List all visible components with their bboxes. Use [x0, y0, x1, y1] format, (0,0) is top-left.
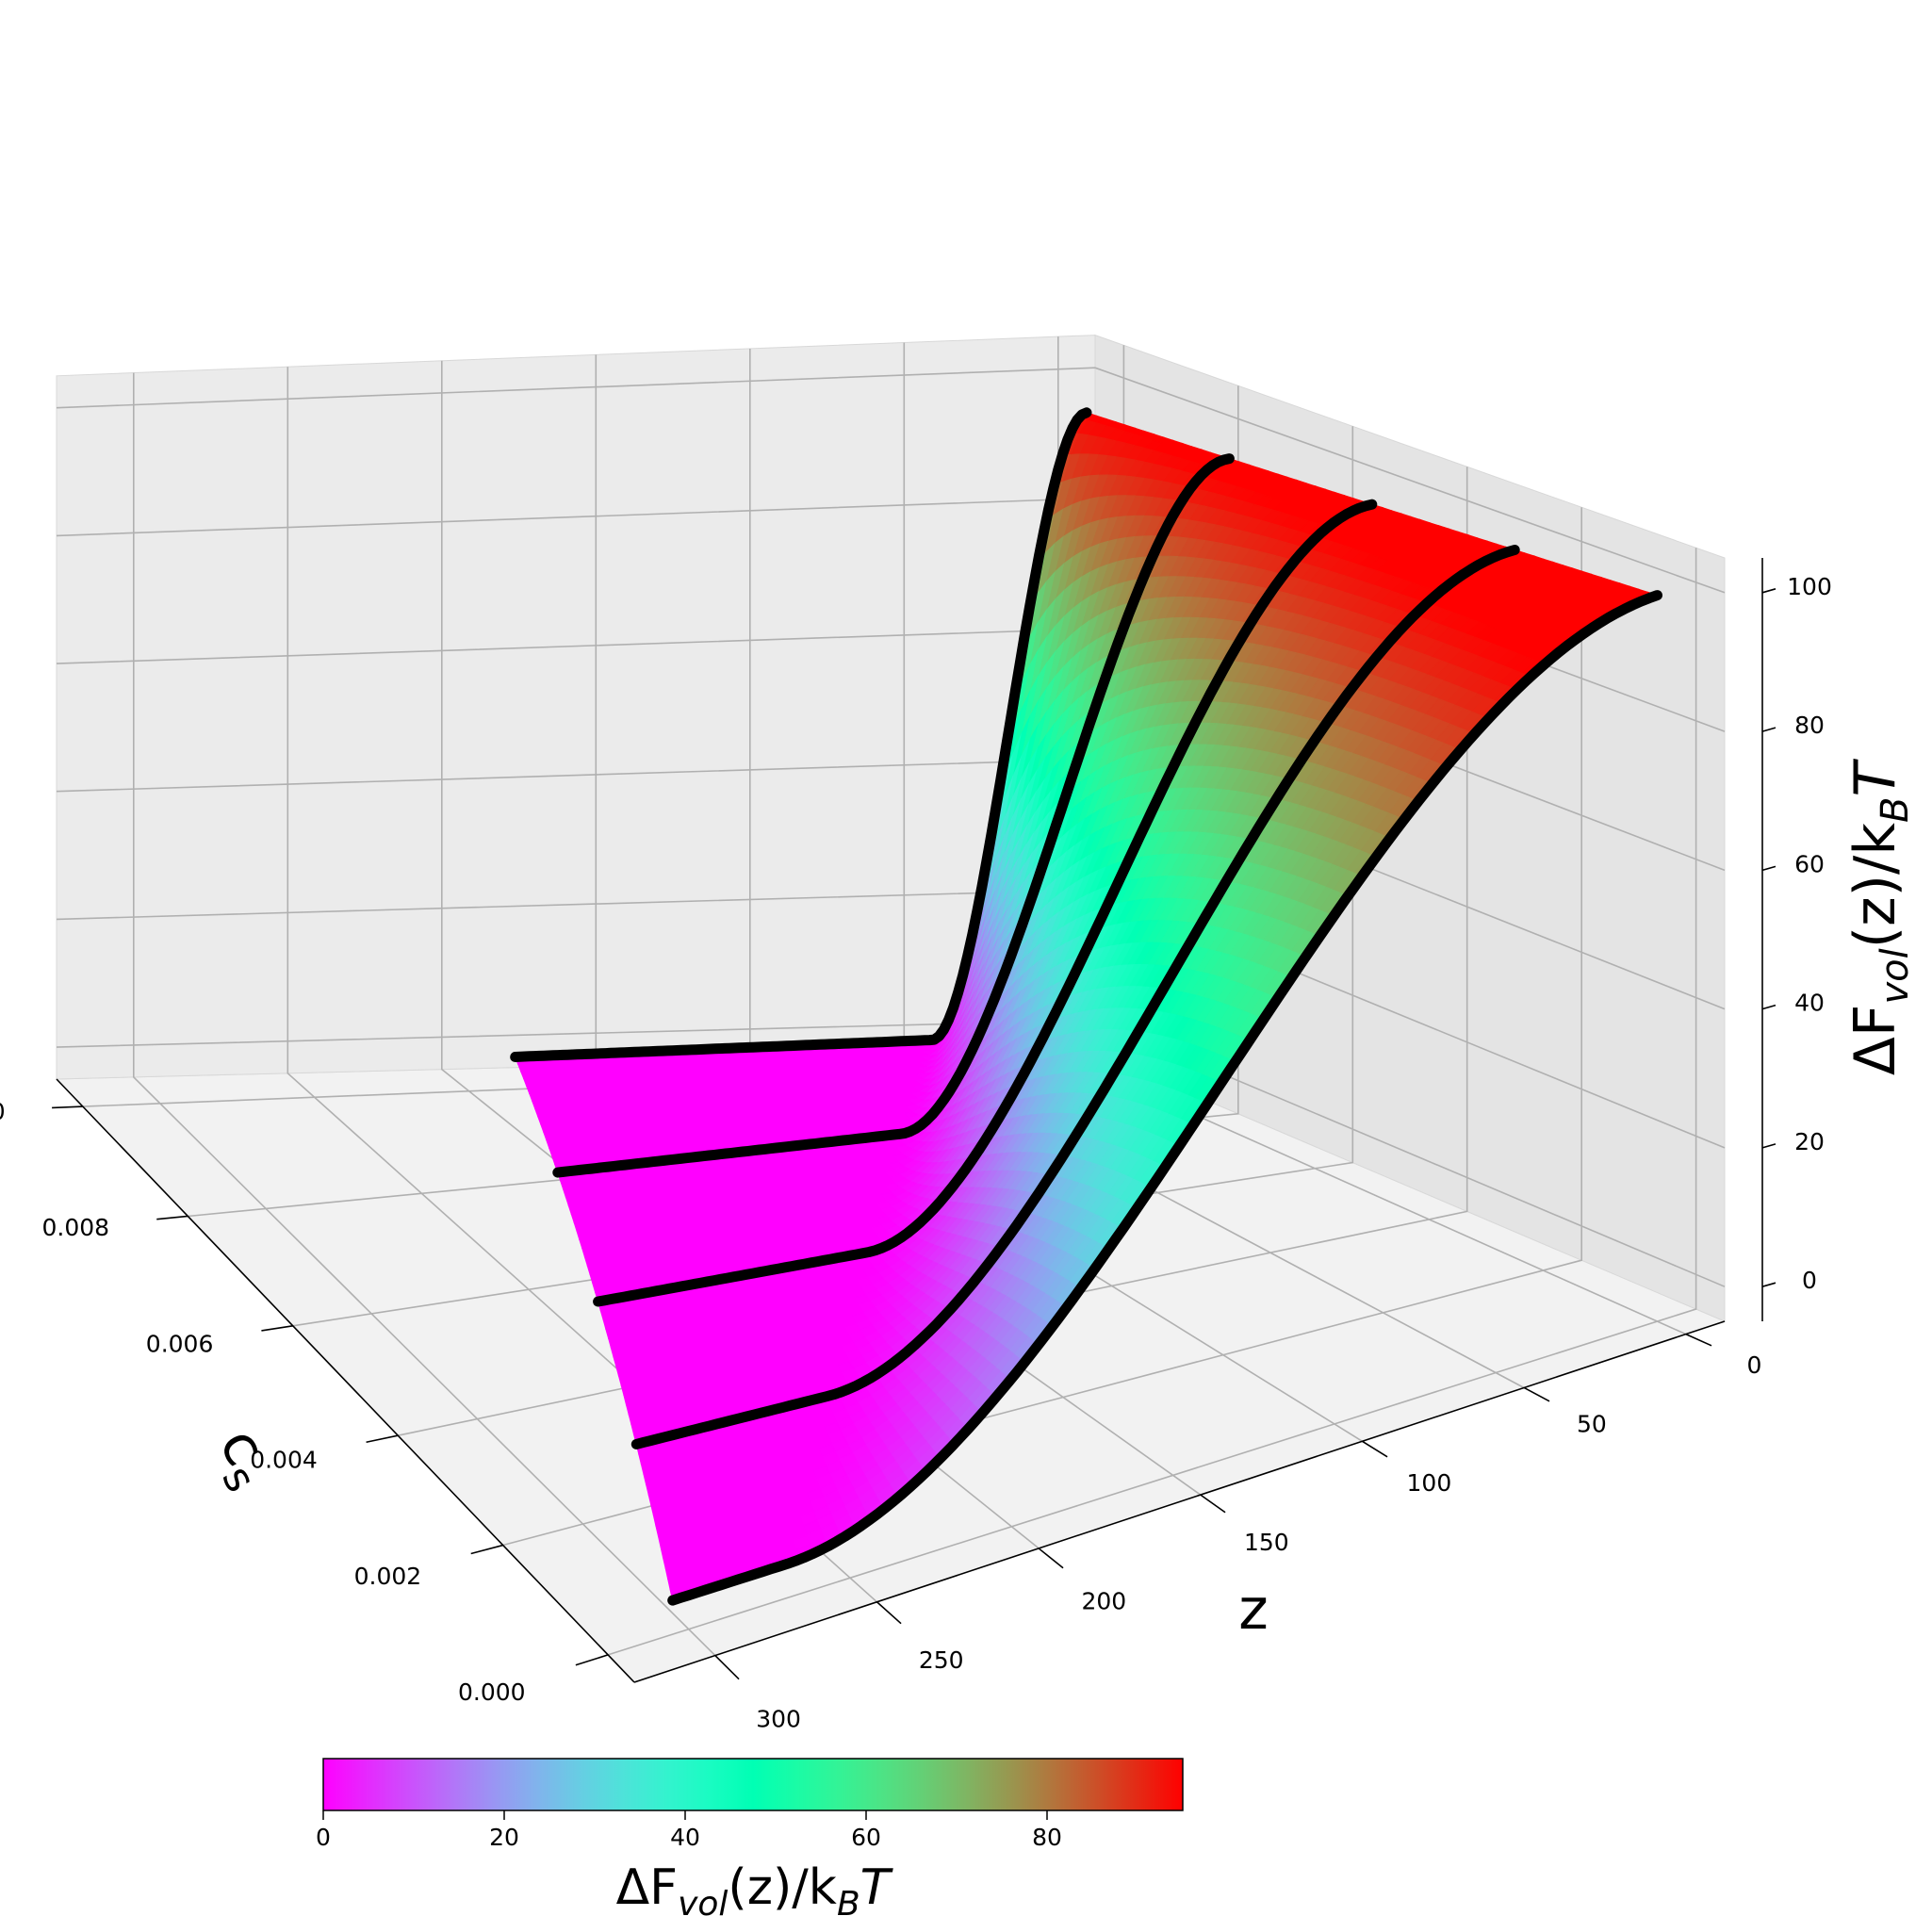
- z-tick: [1523, 1386, 1550, 1402]
- z-tick-label: 50: [1577, 1411, 1607, 1438]
- colorbar-bar: [322, 1758, 1184, 1811]
- cs-tick-label: 0.006: [146, 1330, 214, 1357]
- f-tick-label: 20: [1794, 1128, 1825, 1155]
- back-left-pane: [56, 335, 1096, 1080]
- cs-tick: [52, 1105, 83, 1109]
- f-tick: [1761, 1282, 1776, 1287]
- colorbar-tick-label: 40: [670, 1824, 700, 1851]
- f-tick-label: 80: [1794, 712, 1825, 739]
- cs-tick-label: 0.008: [42, 1214, 110, 1241]
- f-tick-label: 60: [1794, 850, 1825, 877]
- colorbar: 0 20 40 60 80 ΔFvol(z)/kBT: [316, 1758, 1184, 1916]
- f-tick: [1761, 1143, 1776, 1149]
- cs-tick: [261, 1325, 293, 1332]
- z-axis-title: z: [1238, 1577, 1269, 1643]
- z-tick: [1685, 1333, 1712, 1347]
- colorbar-tick-label: 0: [316, 1824, 331, 1851]
- cs-grid-line: [607, 548, 1697, 1656]
- surface: [514, 412, 1660, 1601]
- cs-tick: [366, 1434, 399, 1444]
- cs-tick-label: 0.000: [458, 1679, 526, 1706]
- colorbar-ticks: 0 20 40 60 80: [316, 1810, 1062, 1851]
- colorbar-tick-label: 80: [1032, 1824, 1062, 1851]
- f-tick: [1761, 1004, 1776, 1010]
- f-tick: [1761, 588, 1776, 594]
- z-tick-label: 100: [1407, 1469, 1452, 1497]
- colorbar-tick-label: 60: [851, 1824, 881, 1851]
- z-tick-label: 200: [1081, 1587, 1126, 1614]
- cs-tick-label: 0.010: [0, 1098, 6, 1125]
- z-tick: [1362, 1440, 1388, 1458]
- cs-tick-label: 0.002: [354, 1563, 422, 1590]
- cs-tick: [470, 1544, 503, 1555]
- z-tick: [1038, 1548, 1064, 1569]
- f-tick: [1761, 865, 1776, 872]
- z-tick-label: 0: [1747, 1351, 1762, 1379]
- f-axis-title: ΔFvol(z)/kBT: [1842, 759, 1917, 1076]
- z-tick-label: 250: [919, 1646, 964, 1674]
- surface-patch: [548, 1146, 563, 1157]
- cs-tick: [575, 1654, 609, 1666]
- f-tick-label: 40: [1794, 990, 1825, 1017]
- f-tick-label: 0: [1802, 1267, 1817, 1294]
- z-tick-label: 300: [756, 1706, 801, 1733]
- z-grid-line: [133, 372, 716, 1657]
- z-tick-label: 150: [1244, 1529, 1289, 1556]
- f-tick: [1761, 727, 1776, 732]
- colorbar-title: ΔFvol(z)/kBT: [616, 1859, 894, 1916]
- f-grid-line: [56, 367, 1726, 594]
- surface-patch: [551, 1155, 565, 1166]
- z-tick: [714, 1655, 740, 1680]
- cs-tick: [156, 1215, 188, 1220]
- colorbar-tick-label: 20: [489, 1824, 519, 1851]
- z-tick: [876, 1601, 902, 1625]
- f-tick-label: 100: [1787, 573, 1832, 600]
- z-tick: [1200, 1494, 1226, 1514]
